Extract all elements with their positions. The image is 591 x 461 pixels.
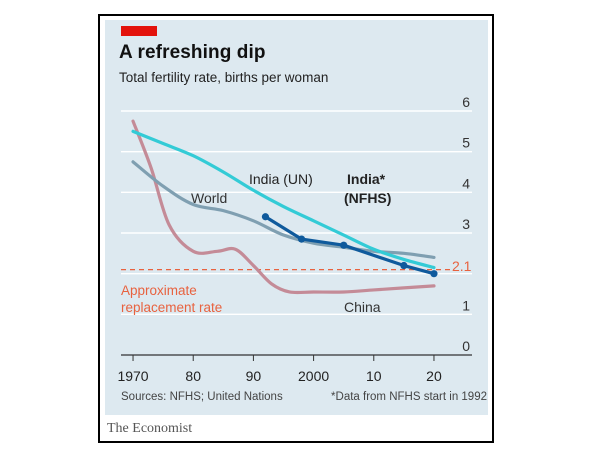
point-india-nfhs-2005 (340, 241, 348, 249)
brand-accent-bar (121, 26, 157, 36)
replacement-rate-text-2: replacement rate (121, 300, 222, 315)
label-china: China (344, 299, 381, 315)
y-tick-label-4: 4 (462, 175, 470, 191)
chart-subtitle: Total fertility rate, births per woman (119, 70, 329, 85)
label-world: World (191, 190, 227, 206)
series-line-india-nfhs (264, 215, 435, 276)
chart-title: A refreshing dip (119, 42, 266, 63)
y-tick-label-0: 0 (462, 338, 470, 354)
series-line-india-un (131, 129, 436, 270)
y-tick-label-1: 1 (462, 297, 470, 313)
replacement-rate-text-1: Approximate (121, 283, 197, 298)
label-replacement-value: 2.1 (452, 258, 472, 274)
x-tick-label-2010: 10 (366, 368, 382, 384)
point-india-nfhs-2020 (430, 270, 438, 278)
label-india-un: India (UN) (249, 171, 313, 187)
y-tick-label-3: 3 (462, 216, 470, 232)
axis-ticks: 0 1 3 4 5 6 1970 80 90 2000 10 20 (117, 94, 470, 384)
label-replacement-rate-line1: Approximate (121, 283, 197, 298)
grid-lines (121, 110, 472, 356)
chart-panel (105, 20, 488, 415)
y-tick-label-6: 6 (462, 94, 470, 110)
publisher-logo: The Economist (107, 421, 193, 436)
label-india-nfhs-line1: India* (347, 171, 386, 187)
label-replacement-rate-line2: replacement rate (121, 300, 222, 315)
series-lines (131, 119, 438, 295)
series-line-china (131, 119, 436, 295)
x-tick-label-1990: 90 (246, 368, 262, 384)
x-tick-label-2020: 20 (426, 368, 442, 384)
source-note: Sources: NFHS; United Nations (121, 391, 283, 403)
label-india-nfhs-line2: (NFHS) (344, 190, 391, 206)
point-india-nfhs-1998 (297, 235, 306, 243)
x-tick-label-2000: 2000 (298, 368, 329, 384)
footnote: *Data from NFHS start in 1992 (331, 391, 487, 403)
x-tick-label-1970: 1970 (117, 368, 148, 384)
point-india-nfhs-1992 (261, 213, 270, 221)
y-tick-label-5: 5 (462, 135, 470, 151)
point-india-nfhs-2015 (400, 261, 408, 270)
x-tick-label-1980: 80 (185, 368, 201, 384)
